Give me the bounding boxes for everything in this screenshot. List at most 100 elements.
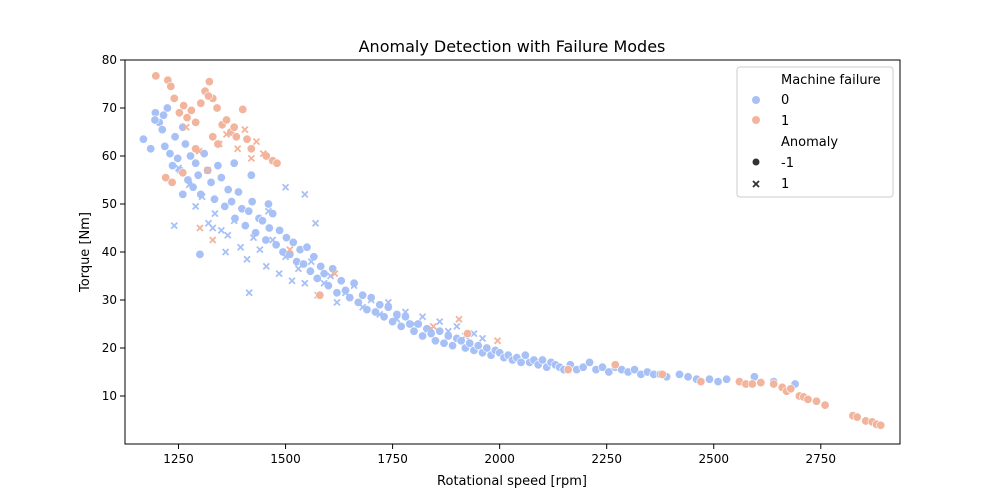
data-point-circle (161, 173, 171, 183)
data-point-x (294, 265, 303, 273)
data-point-x (453, 322, 461, 331)
data-point-x (393, 315, 401, 323)
data-point-x (401, 308, 410, 316)
data-point-circle (756, 378, 766, 388)
data-point-circle (448, 341, 458, 351)
data-point-x (217, 226, 225, 235)
data-point-circle (238, 104, 248, 114)
data-point-x (418, 313, 427, 321)
data-point-x (182, 123, 190, 131)
data-point-x (256, 245, 264, 254)
y-tick-label: 30 (102, 293, 117, 307)
data-point-circle (138, 134, 148, 144)
data-point-circle (157, 125, 167, 135)
data-point-circle (146, 144, 156, 154)
data-point-x (249, 233, 258, 242)
data-point-x (359, 303, 367, 311)
data-point-circle (182, 113, 192, 123)
data-point-circle (747, 379, 757, 389)
data-point-circle (585, 357, 595, 367)
y-axis-label: Torque [Nm] (78, 212, 93, 293)
data-point-x (326, 272, 335, 280)
data-point-circle (803, 394, 813, 404)
data-point-circle (418, 331, 428, 341)
data-point-x (209, 224, 217, 232)
data-point-circle (820, 400, 830, 410)
data-point-circle (223, 185, 233, 195)
x-tick-label: 2000 (484, 452, 515, 466)
legend-label-failure-1: 1 (781, 114, 789, 129)
data-point-circle (231, 132, 241, 142)
data-point-circle (233, 187, 243, 197)
data-point-circle (199, 149, 209, 159)
data-point-circle (173, 153, 183, 163)
data-point-circle (439, 338, 449, 348)
x-tick-label: 1250 (163, 452, 194, 466)
data-point-circle (435, 326, 445, 336)
data-point-circle (358, 290, 368, 300)
data-point-circle (630, 365, 640, 375)
data-point-circle (375, 300, 385, 310)
legend-style-title: Anomaly (781, 135, 838, 150)
data-point-x (243, 255, 251, 263)
data-point-x (209, 236, 217, 244)
y-tick-label: 50 (102, 197, 117, 211)
data-point-circle (563, 365, 573, 375)
data-point-x (341, 289, 350, 297)
data-point-circle (167, 177, 177, 187)
legend-label-failure-0: 0 (781, 93, 789, 108)
x-tick-label: 2250 (591, 452, 622, 466)
data-point-x (221, 248, 230, 256)
data-point-x (247, 154, 255, 163)
data-point-x (455, 315, 463, 323)
data-point-circle (610, 360, 620, 370)
data-point-x (301, 190, 309, 199)
data-point-circle (463, 329, 473, 339)
data-point-circle (180, 139, 190, 149)
data-point-circle (159, 110, 169, 120)
data-point-circle (597, 362, 607, 372)
data-point-circle (272, 158, 282, 168)
data-point-circle (229, 122, 239, 132)
data-point-circle (213, 139, 223, 149)
data-point-circle (264, 223, 274, 233)
data-point-circle (349, 278, 359, 288)
data-point-x (301, 279, 309, 287)
y-tick-label: 10 (102, 389, 117, 403)
data-point-x (259, 149, 267, 158)
data-point-circle (275, 225, 285, 235)
data-point-circle (220, 201, 230, 211)
legend-marker-anomaly-1 (752, 180, 760, 188)
data-point-circle (251, 228, 261, 238)
data-point-x (245, 289, 253, 297)
data-point-circle (174, 108, 184, 118)
x-tick-label: 1500 (270, 452, 301, 466)
legend-marker-anomaly-minus-1 (752, 158, 760, 166)
data-point-circle (537, 355, 547, 365)
data-point-circle (247, 197, 257, 207)
data-point-x (211, 209, 219, 218)
data-point-circle (312, 273, 322, 283)
data-point-x (198, 193, 206, 201)
data-point-x (195, 147, 203, 155)
data-point-circle (261, 235, 271, 245)
legend-marker-failure-1 (752, 116, 760, 124)
data-point-x (215, 140, 223, 148)
data-point-circle (179, 101, 189, 111)
data-point-circle (246, 144, 256, 154)
chart-title: Anomaly Detection with Failure Modes (359, 37, 666, 56)
data-point-circle (216, 173, 226, 183)
data-point-circle (186, 105, 196, 115)
data-point-circle (178, 168, 188, 178)
data-point-circle (166, 81, 176, 91)
data-point-circle (169, 93, 179, 103)
y-tick-label: 80 (102, 53, 117, 67)
data-point-circle (178, 189, 188, 199)
y-tick-label: 60 (102, 149, 117, 163)
legend: Machine failure 0 1 Anomaly -1 1 (736, 66, 894, 198)
data-point-circle (315, 290, 325, 300)
data-point-circle (227, 197, 237, 207)
data-point-circle (473, 341, 483, 351)
data-point-circle (162, 103, 172, 113)
